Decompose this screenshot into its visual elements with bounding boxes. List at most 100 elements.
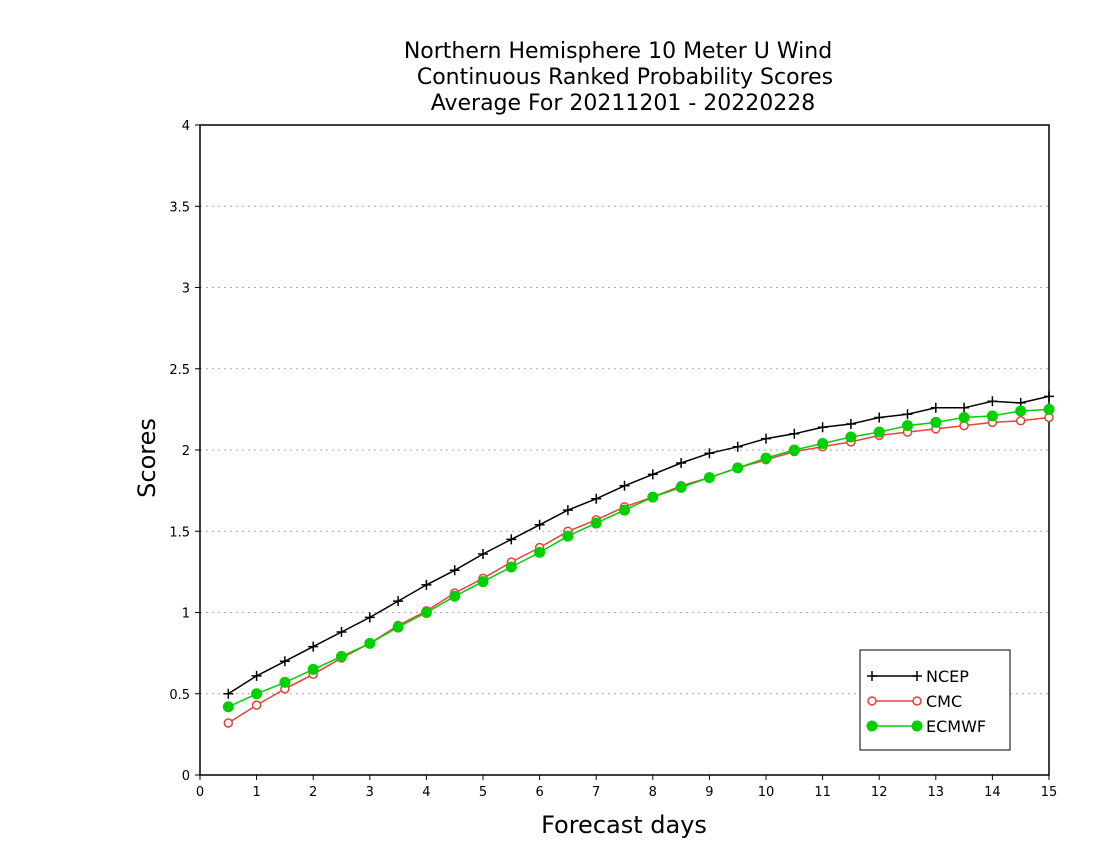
- x-tick-label: 11: [814, 785, 831, 800]
- x-tick-label: 2: [309, 785, 317, 800]
- legend-item-cmc: CMC: [867, 692, 962, 711]
- x-tick-label: 1: [252, 785, 260, 800]
- data-point-ncep: [279, 656, 290, 667]
- data-point-ncep: [591, 493, 602, 504]
- data-point-ecmwf: [505, 561, 517, 573]
- legend-box: [859, 649, 1011, 751]
- data-point-ncep: [619, 480, 630, 491]
- x-tick-label: 3: [366, 785, 374, 800]
- data-point-cmc: [251, 700, 262, 710]
- x-tick-label: 10: [758, 785, 775, 800]
- data-point-cmc: [223, 718, 234, 728]
- data-point-cmc: [1015, 416, 1026, 426]
- data-point-ncep: [421, 579, 432, 590]
- y-axis-label: Scores: [133, 418, 161, 498]
- data-point-ecmwf: [392, 621, 404, 633]
- legend-label-ecmwf: ECMWF: [926, 717, 986, 736]
- legend-item-ecmwf: ECMWF: [866, 717, 986, 736]
- data-point-ecmwf: [986, 410, 998, 422]
- data-point-ncep: [449, 565, 460, 576]
- data-point-ecmwf: [845, 431, 857, 443]
- x-tick-label: 14: [984, 785, 1001, 800]
- data-point-ncep: [308, 641, 319, 652]
- gridlines: [200, 205, 1049, 695]
- x-tick-label: 4: [422, 785, 430, 800]
- data-point-ecmwf: [336, 650, 347, 662]
- chart-title-line-2: Continuous Ranked Probability Scores: [417, 65, 833, 90]
- data-point-ncep: [987, 396, 998, 407]
- x-tick-label: 9: [705, 785, 713, 800]
- data-point-ecmwf: [902, 420, 913, 432]
- series-line-ncep: [227, 395, 1050, 695]
- x-tick-label: 0: [196, 785, 204, 800]
- data-point-ecmwf: [703, 472, 715, 484]
- data-point-ecmwf: [534, 546, 546, 558]
- data-point-ecmwf: [958, 412, 970, 423]
- data-point-ecmwf: [675, 481, 687, 493]
- x-tick-label: 6: [535, 785, 543, 800]
- legend-marker-cmc: [867, 696, 877, 706]
- y-tick-label: 2.5: [169, 363, 190, 378]
- legend: NCEP CMC ECMWF: [859, 649, 1011, 751]
- legend-marker-ncep: [867, 671, 877, 681]
- data-point-ncep: [364, 612, 375, 623]
- data-point-ncep: [393, 596, 404, 607]
- data-point-ecmwf: [930, 416, 942, 428]
- y-tick-label: 3: [182, 282, 190, 297]
- data-point-ncep: [761, 433, 771, 444]
- data-point-ecmwf: [732, 462, 744, 474]
- data-point-ncep: [676, 458, 687, 468]
- data-point-ncep: [478, 549, 488, 559]
- x-tick-label: 13: [928, 785, 945, 800]
- data-point-ncep: [874, 412, 885, 423]
- data-point-ecmwf: [760, 452, 772, 464]
- x-tick-label: 5: [479, 785, 487, 800]
- data-point-ncep: [959, 402, 970, 413]
- x-tick-label: 8: [649, 785, 657, 800]
- data-point-ecmwf: [1043, 403, 1055, 415]
- data-point-ecmwf: [619, 504, 630, 516]
- y-tick-label: 3.5: [169, 200, 190, 215]
- data-point-ecmwf: [590, 517, 602, 529]
- data-point-ncep: [732, 441, 743, 452]
- data-point-ecmwf: [562, 530, 574, 542]
- data-point-ncep: [223, 688, 234, 699]
- legend-marker-ncep: [912, 671, 922, 681]
- x-tick-label: 7: [592, 785, 600, 800]
- data-point-ncep: [930, 402, 941, 413]
- legend-marker-ecmwf: [911, 720, 923, 732]
- data-point-ecmwf: [873, 426, 885, 438]
- data-point-ncep: [534, 519, 545, 530]
- data-point-ecmwf: [307, 663, 319, 675]
- data-point-ncep: [817, 422, 828, 433]
- y-tick-label: 1.5: [169, 525, 190, 540]
- data-point-ecmwf: [222, 701, 234, 713]
- y-tick-label: 0: [182, 769, 190, 784]
- data-point-ecmwf: [364, 637, 376, 649]
- chart-title-line-3: Average For 20211201 - 20220228: [431, 91, 816, 116]
- data-point-ncep: [704, 448, 715, 459]
- data-point-ncep: [647, 469, 658, 480]
- legend-label-ncep: NCEP: [926, 667, 969, 686]
- data-point-ecmwf: [251, 688, 263, 700]
- data-point-ncep: [1044, 391, 1054, 402]
- x-tick-label: 12: [871, 785, 888, 800]
- data-point-ecmwf: [1015, 405, 1027, 417]
- series-group: [222, 391, 1055, 728]
- series-ecmwf: [222, 403, 1055, 713]
- data-point-ecmwf: [477, 576, 489, 588]
- data-point-ecmwf: [279, 676, 291, 688]
- data-point-ncep: [506, 534, 517, 545]
- y-tick-label: 0.5: [169, 688, 190, 703]
- data-point-ncep: [251, 670, 262, 681]
- data-point-ecmwf: [788, 444, 800, 456]
- data-point-ncep: [845, 419, 856, 429]
- chart-title-line-1: Northern Hemisphere 10 Meter U Wind: [404, 39, 832, 64]
- legend-marker-cmc: [912, 696, 922, 706]
- y-tick-label: 2: [182, 444, 190, 459]
- chart-title: Northern Hemisphere 10 Meter U Wind Cont…: [404, 39, 833, 116]
- legend-item-ncep: NCEP: [867, 667, 969, 686]
- legend-label-cmc: CMC: [926, 692, 962, 711]
- y-tick-label: 4: [182, 119, 190, 134]
